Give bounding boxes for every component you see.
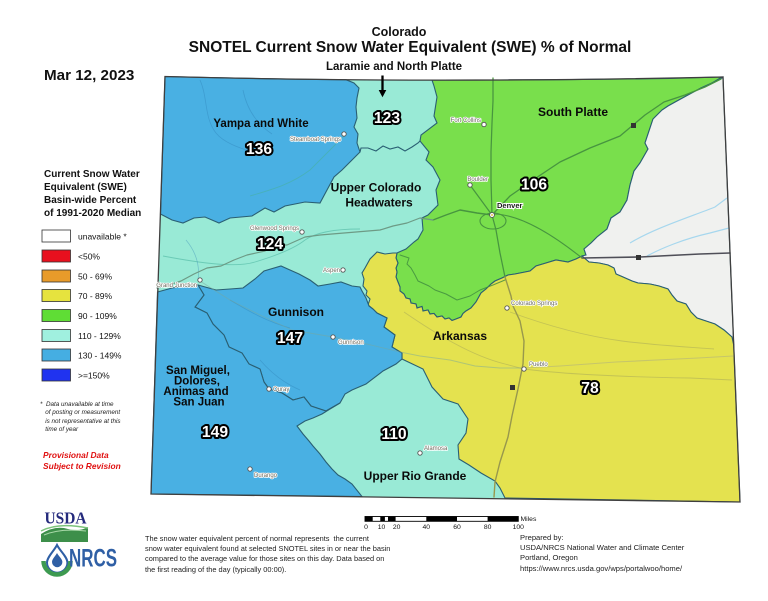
svg-text:Glenwood Springs: Glenwood Springs bbox=[250, 226, 299, 232]
svg-text:124: 124 bbox=[257, 236, 283, 253]
svg-text:Gunnison: Gunnison bbox=[338, 340, 364, 346]
svg-text:50 - 69%: 50 - 69% bbox=[78, 272, 112, 282]
svg-text:60: 60 bbox=[453, 524, 461, 531]
svg-text:149: 149 bbox=[202, 424, 228, 441]
svg-text:Aspen: Aspen bbox=[323, 268, 340, 274]
svg-text:70 - 89%: 70 - 89% bbox=[78, 291, 112, 301]
svg-text:Durango: Durango bbox=[254, 473, 278, 479]
svg-text:Arkansas: Arkansas bbox=[433, 329, 487, 343]
svg-text:130 - 149%: 130 - 149% bbox=[78, 351, 122, 361]
svg-text:Yampa and White: Yampa and White bbox=[213, 118, 308, 130]
svg-text:90 - 109%: 90 - 109% bbox=[78, 311, 117, 321]
svg-text:100: 100 bbox=[513, 524, 525, 531]
svg-text:20: 20 bbox=[393, 524, 401, 531]
svg-text:Dolores,: Dolores, bbox=[174, 376, 220, 388]
svg-text:110: 110 bbox=[381, 426, 407, 443]
svg-text:Ouray: Ouray bbox=[273, 387, 289, 393]
svg-text:0: 0 bbox=[364, 524, 368, 531]
svg-text:NRCS: NRCS bbox=[69, 545, 117, 573]
svg-text:South Platte: South Platte bbox=[538, 105, 608, 119]
svg-text:Fort Collins: Fort Collins bbox=[451, 118, 481, 124]
svg-text:Colorado Springs: Colorado Springs bbox=[511, 301, 557, 307]
svg-text:Gunnison: Gunnison bbox=[268, 305, 324, 319]
svg-text:Pueblo: Pueblo bbox=[529, 362, 548, 368]
svg-text:USDA: USDA bbox=[45, 509, 87, 528]
svg-text:Steamboat Springs: Steamboat Springs bbox=[290, 137, 341, 143]
svg-text:Upper Colorado: Upper Colorado bbox=[331, 181, 422, 195]
svg-text:San Juan: San Juan bbox=[173, 397, 224, 409]
svg-text:80: 80 bbox=[484, 524, 492, 531]
svg-text:Animas and: Animas and bbox=[163, 386, 228, 398]
svg-text:Miles: Miles bbox=[521, 516, 537, 523]
svg-text:10: 10 bbox=[378, 524, 386, 531]
svg-text:136: 136 bbox=[246, 141, 272, 158]
svg-text:<50%: <50% bbox=[78, 252, 100, 262]
svg-text:Alamosa: Alamosa bbox=[424, 446, 448, 452]
svg-text:unavailable *: unavailable * bbox=[78, 232, 127, 242]
svg-text:147: 147 bbox=[277, 330, 303, 347]
svg-text:40: 40 bbox=[423, 524, 431, 531]
svg-text:Denver: Denver bbox=[497, 201, 523, 210]
svg-text:Grand Junction: Grand Junction bbox=[156, 283, 197, 289]
svg-text:Upper Rio Grande: Upper Rio Grande bbox=[364, 469, 467, 483]
svg-text:San Miguel,: San Miguel, bbox=[166, 365, 230, 377]
svg-text:Headwaters: Headwaters bbox=[345, 196, 413, 210]
svg-text:78: 78 bbox=[581, 380, 599, 397]
svg-text:106: 106 bbox=[521, 177, 547, 194]
svg-text:>=150%: >=150% bbox=[78, 371, 110, 381]
svg-text:110 - 129%: 110 - 129% bbox=[78, 331, 121, 341]
svg-text:123: 123 bbox=[374, 110, 400, 127]
svg-text:Boulder: Boulder bbox=[467, 177, 488, 183]
